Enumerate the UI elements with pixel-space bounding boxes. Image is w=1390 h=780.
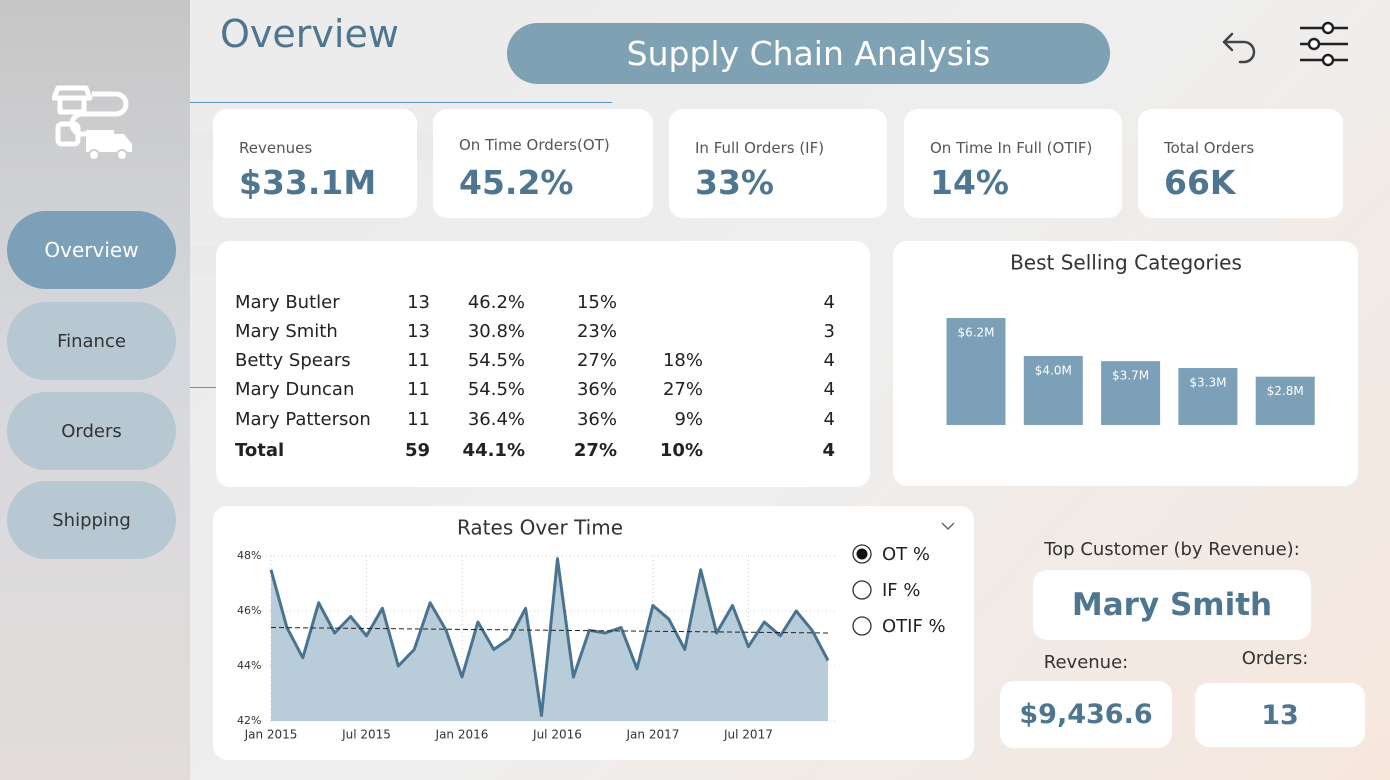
revenue-label: Revenue: — [1043, 651, 1129, 673]
filter-icon[interactable] — [1298, 20, 1352, 70]
undo-icon[interactable] — [1218, 24, 1262, 68]
table-card — [216, 241, 870, 487]
table-cell: 15% — [576, 292, 617, 313]
kpi-label: Revenues — [239, 139, 313, 157]
kpi-label: On Time Orders(OT) — [459, 136, 610, 154]
kpi-label: On Time In Full (OTIF) — [930, 139, 1093, 157]
table-cell: 3 — [823, 321, 835, 342]
table-cell: 4 — [823, 379, 835, 400]
table-cell: Total — [235, 440, 285, 461]
title-banner: Supply Chain Analysis — [507, 23, 1110, 84]
table-cell: Mary Butler — [235, 292, 340, 313]
table-cell: 44.1% — [462, 440, 525, 461]
table-cell: 23% — [576, 321, 617, 342]
table-cell: 4 — [823, 409, 835, 430]
table-cell: 36.4% — [467, 409, 525, 430]
table-cell: 11 — [407, 409, 430, 430]
table-cell: 27% — [573, 440, 617, 461]
table-cell: 13 — [407, 292, 430, 313]
top-customer-label: Top Customer (by Revenue): — [1044, 538, 1300, 560]
dropdown-chevron[interactable] — [940, 520, 956, 532]
table-cell: 13 — [407, 321, 430, 342]
table-cell: 18% — [662, 350, 703, 371]
table-cell: 36% — [576, 379, 617, 400]
kpi-value: 33% — [695, 163, 774, 202]
table-cell: 11 — [407, 350, 430, 371]
kpi-label: Total Orders — [1164, 139, 1255, 157]
kpi-card: Revenues $33.1M — [213, 109, 417, 218]
table-cell: 27% — [576, 350, 617, 371]
revenue-value: $9,436.6 — [1000, 681, 1172, 748]
table-cell: 9% — [674, 409, 703, 430]
table-cell: 4 — [822, 440, 835, 461]
table-cell: 4 — [823, 350, 835, 371]
kpi-card: In Full Orders (IF) 33% — [669, 109, 887, 218]
nav-button[interactable]: Finance — [7, 302, 176, 380]
kpi-label: In Full Orders (IF) — [695, 139, 825, 157]
table-cell: 54.5% — [467, 350, 525, 371]
table-cell: 27% — [662, 379, 703, 400]
kpi-value: 14% — [930, 163, 1009, 202]
table-cell: Betty Spears — [235, 350, 351, 371]
kpi-value: $33.1M — [239, 163, 377, 202]
table-cell: 4 — [823, 292, 835, 313]
header-rule — [0, 102, 612, 103]
table-cell: 36% — [576, 409, 617, 430]
orders-value: 13 — [1195, 683, 1365, 747]
kpi-card: On Time In Full (OTIF) 14% — [904, 109, 1122, 218]
table-cell: 30.8% — [467, 321, 525, 342]
logo — [52, 85, 132, 161]
bar-card — [893, 241, 1358, 486]
page-title: Overview — [220, 12, 399, 56]
nav-button[interactable]: Overview — [7, 211, 176, 289]
orders-label: Orders: — [1241, 647, 1309, 669]
table-cell: Mary Smith — [235, 321, 338, 342]
table-cell: Mary Patterson — [235, 409, 371, 430]
table-cell: 11 — [407, 379, 430, 400]
column-header[interactable]: Customer — [0, 0, 1390, 16]
table-cell: 46.2% — [467, 292, 525, 313]
kpi-card: Total Orders 66K — [1138, 109, 1343, 218]
kpi-card: On Time Orders(OT) 45.2% — [433, 109, 653, 218]
table-cell: Mary Duncan — [235, 379, 355, 400]
table-cell: 10% — [659, 440, 703, 461]
kpi-value: 66K — [1164, 163, 1236, 202]
top-customer-name: Mary Smith — [1033, 570, 1311, 640]
line-card — [213, 506, 974, 760]
table-cell: 59 — [404, 440, 430, 461]
table-cell: 54.5% — [467, 379, 525, 400]
nav-button[interactable]: Orders — [7, 392, 176, 470]
nav-button[interactable]: Shipping — [7, 481, 176, 559]
kpi-value: 45.2% — [459, 163, 574, 202]
